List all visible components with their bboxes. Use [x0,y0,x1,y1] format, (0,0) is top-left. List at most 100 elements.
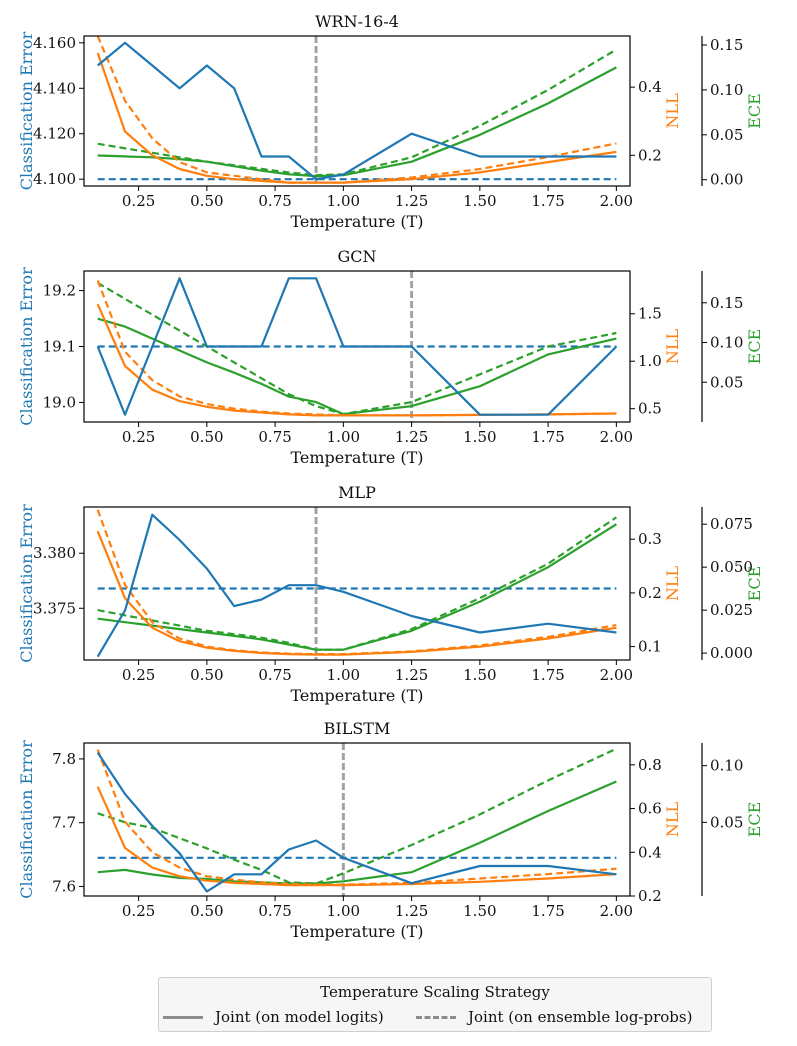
error-tick-label: 4.100 [33,170,76,188]
nll-tick-label: 0.6 [638,800,662,818]
x-tick-label: 1.50 [463,428,496,446]
error-model-line [96,751,617,893]
nll-ensemble-line [96,509,617,656]
ece-ensemble-line [97,48,617,177]
x-tick-label: 0.50 [190,192,223,210]
nll-axis-label: NLL [663,802,682,838]
nll-ensemble-line [96,36,617,184]
nll-model-line [96,303,617,417]
x-tick-label: 1.75 [531,192,564,210]
x-tick-label: 0.25 [122,428,155,446]
x-tick-label: 1.25 [395,902,428,920]
plot-frame [83,35,631,187]
x-tick-label: 0.25 [122,192,155,210]
ece-ensemble-line [97,516,618,651]
error-axis-label: Classification Error [17,504,36,663]
error-axis-label: Classification Error [17,31,36,190]
error-tick-label: 19.2 [43,282,76,300]
panel-gcn: GCN 0.25 0.50 0.75 1.00 1.25 1.50 1.75 2.00 Tempe… [17,247,764,467]
x-tick-label: 1.25 [395,192,428,210]
nll-tick-label: 0.8 [638,756,662,774]
x-axis-label: Temperature (T) [290,922,423,941]
x-axis-label: Temperature (T) [290,212,423,231]
nll-axis-label: NLL [663,566,682,602]
ece-tick-label: 0.10 [710,334,743,352]
x-tick-label: 2.00 [600,428,633,446]
x-tick-label: 1.00 [327,902,360,920]
ece-tick-label: 0.000 [710,644,753,662]
nll-tick-label: 0.2 [638,887,662,905]
x-tick-label: 2.00 [600,902,633,920]
error-tick-label: 4.140 [33,79,76,97]
legend-title: Temperature Scaling Strategy [320,983,550,1001]
x-tick-label: 1.50 [463,902,496,920]
x-tick-label: 0.50 [190,428,223,446]
legend-dashed-label: Joint (on ensemble log-probs) [468,1008,693,1026]
nll-tick-label: 1.5 [638,305,662,323]
panel-wrn-16-4: WRN-16-4 0.25 0.50 0.75 1.00 1.25 1.50 1.75 2.00… [17,12,764,231]
ece-axis-label: ECE [745,566,764,602]
nll-model-line [96,786,617,887]
error-model-line [96,277,618,416]
plot-area [96,507,618,660]
nll-tick-label: 0.2 [638,146,662,164]
x-tick-label: 1.75 [531,428,564,446]
ece-tick-label: 0.075 [710,515,753,533]
nll-model-line [96,52,617,184]
legend-item-dashed: Joint (on ensemble log-probs) [416,1008,692,1026]
nll-tick-label: 0.1 [638,638,662,656]
error-tick-label: 3.375 [33,599,76,617]
x-tick-label: 1.75 [531,666,564,684]
x-tick-label: 1.25 [395,666,428,684]
error-tick-label: 19.0 [43,393,76,411]
nll-tick-label: 0.4 [638,843,662,861]
ece-axis-label: ECE [745,93,764,129]
x-tick-label: 1.50 [463,192,496,210]
panel-title: GCN [337,247,376,266]
x-tick-label: 0.75 [258,428,291,446]
error-axis-label: Classification Error [17,740,36,899]
ece-tick-label: 0.10 [710,81,743,99]
x-tick-label: 0.50 [190,902,223,920]
error-axis-label: Classification Error [17,267,36,426]
nll-tick-label: 0.3 [638,530,662,548]
error-tick-label: 7.8 [52,750,76,768]
ece-model-line [97,317,617,416]
panel-bilstm: BILSTM 0.25 0.50 0.75 1.00 1.25 1.50 1.75 2.00 Te… [17,719,764,941]
legend-item-solid: Joint (on model logits) [163,1008,384,1026]
plot-area [96,36,617,186]
nll-ensemble-line [96,749,617,886]
x-axis-label: Temperature (T) [290,448,423,467]
nll-axis-label: NLL [663,329,682,365]
x-tick-label: 0.50 [190,666,223,684]
x-tick-label: 0.25 [122,902,155,920]
legend-dashed-swatch [416,1015,456,1019]
error-tick-label: 19.1 [43,338,76,356]
ece-tick-label: 0.10 [710,757,743,775]
panel-mlp: MLP 0.25 0.50 0.75 1.00 1.25 1.50 1.75 2.00 Tempe… [17,483,764,705]
plot-frame [83,742,631,897]
ece-ensemble-line [97,281,617,416]
plot-area [96,271,618,422]
error-model-line [96,513,617,658]
error-tick-label: 4.120 [33,125,76,143]
panel-title: WRN-16-4 [315,12,399,31]
x-tick-label: 1.00 [327,666,360,684]
x-tick-label: 1.00 [327,192,360,210]
ece-axis-label: ECE [745,802,764,838]
ece-tick-label: 0.15 [710,294,743,312]
error-tick-label: 4.160 [33,34,76,52]
x-tick-label: 0.75 [258,902,291,920]
ece-tick-label: 0.050 [710,558,753,576]
ece-model-line [97,523,617,651]
x-tick-label: 0.25 [122,666,155,684]
ece-tick-label: 0.025 [710,601,753,619]
x-tick-label: 1.25 [395,428,428,446]
nll-tick-label: 0.2 [638,584,662,602]
x-tick-label: 2.00 [600,666,633,684]
panel-title: BILSTM [324,719,391,738]
plot-frame [83,506,631,661]
ece-tick-label: 0.15 [710,36,743,54]
error-tick-label: 3.380 [33,544,76,562]
